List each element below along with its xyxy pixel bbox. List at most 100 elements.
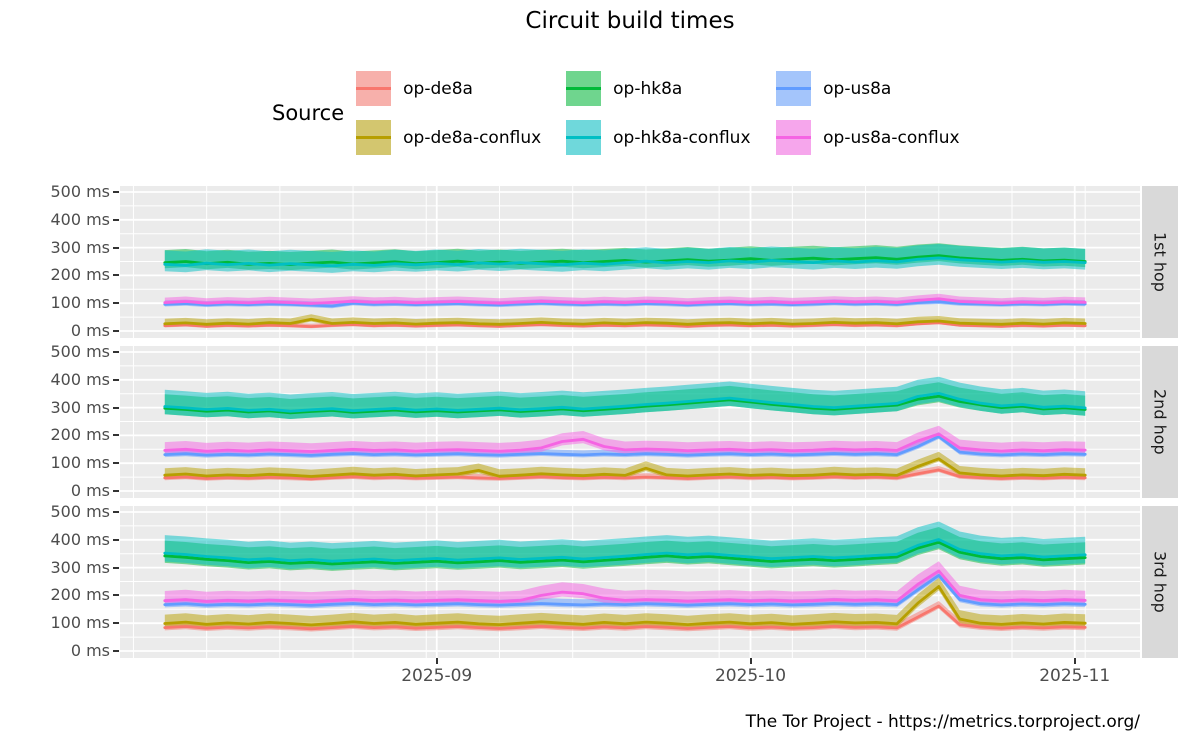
series-line-op-hk8a-conflux: [163, 538, 1087, 563]
y-tick-mark: [113, 566, 119, 569]
y-tick-mark: [113, 434, 119, 437]
legend-key-op-us8a: [776, 71, 812, 106]
y-tick-label: 200 ms: [50, 425, 110, 445]
y-tick-mark: [113, 274, 119, 277]
panel-canvas: [120, 506, 1140, 658]
panel-2nd-hop: [120, 346, 1140, 498]
y-tick-label: 300 ms: [50, 237, 110, 257]
panel-canvas: [120, 186, 1140, 338]
y-tick-label: 100 ms: [50, 613, 110, 633]
y-tick-mark: [113, 594, 119, 597]
footer-text: The Tor Project - https://metrics.torpro…: [745, 712, 1140, 732]
y-tick-label: 500 ms: [50, 342, 110, 361]
y-tick-label: 200 ms: [50, 265, 110, 285]
series-line-op-hk8a-conflux: [163, 256, 1087, 268]
legend-label: op-us8a: [823, 78, 892, 99]
y-tick-label: 400 ms: [50, 209, 110, 229]
y-tick-mark: [113, 191, 119, 193]
legend-entry: op-hk8a: [566, 71, 762, 106]
chart-title: Circuit build times: [525, 8, 735, 34]
y-tick-mark: [113, 330, 119, 332]
legend-entry: op-de8a: [356, 71, 552, 106]
facet-strip-label: 3rd hop: [1150, 551, 1170, 613]
legend: Source op-de8a op-de8a-conflux op-hk8a op-h…: [272, 71, 972, 155]
y-tick-mark: [113, 406, 119, 409]
x-tick-mark: [749, 658, 752, 664]
series-line-op-de8a-conflux: [163, 317, 1087, 326]
legend-line-swatch: [776, 87, 812, 90]
series-line-op-us8a: [163, 300, 1087, 308]
panel-3rd-hop: [120, 506, 1140, 658]
x-tick-label: 2025-09: [401, 666, 473, 686]
legend-label: op-hk8a: [613, 78, 683, 99]
facet-strip-label: 2nd hop: [1150, 389, 1170, 455]
y-tick-label: 100 ms: [50, 293, 110, 313]
x-tick-label: 2025-10: [714, 666, 787, 686]
y-tick-mark: [113, 302, 119, 305]
legend-entry: op-us8a: [776, 71, 972, 106]
y-tick-mark: [113, 511, 119, 513]
legend-key-op-de8a: [356, 71, 392, 106]
legend-line-swatch: [356, 136, 392, 139]
y-tick-mark: [113, 650, 119, 652]
legend-line-swatch: [776, 136, 812, 139]
y-tick-mark: [113, 622, 119, 625]
series-line-op-hk8a: [163, 394, 1087, 415]
y-tick-mark: [113, 462, 119, 465]
series-line-op-us8a: [163, 435, 1087, 457]
y-tick-mark: [113, 246, 119, 249]
series-line-op-hk8a: [163, 254, 1087, 266]
legend-key-op-hk8a: [566, 71, 602, 106]
series-ribbon-op-us8a-conflux: [164, 561, 1086, 607]
y-tick-label: 500 ms: [50, 182, 110, 201]
y-tick-mark: [113, 490, 119, 492]
legend-label: op-hk8a-conflux: [613, 127, 751, 148]
series-line-op-hk8a-conflux: [163, 392, 1087, 413]
y-tick-label: 400 ms: [50, 529, 110, 549]
series-ribbon-op-us8a-conflux: [164, 425, 1086, 456]
legend-line-swatch: [356, 87, 392, 90]
legend-label: op-de8a: [403, 78, 473, 99]
series-ribbon-op-de8a-conflux: [164, 577, 1086, 629]
series-ribbon-op-hk8a-conflux: [164, 244, 1086, 273]
series-line-op-de8a: [163, 468, 1087, 481]
facet-strip-3rd-hop: 3rd hop: [1142, 506, 1178, 658]
x-tick-label: 2025-11: [1039, 666, 1111, 686]
legend-column: op-us8a op-us8a-conflux: [776, 71, 972, 155]
series-ribbon-op-de8a-conflux: [164, 451, 1086, 480]
y-tick-mark: [113, 218, 119, 221]
legend-column: op-hk8a op-hk8a-conflux: [566, 71, 762, 155]
series-line-op-us8a-conflux: [163, 432, 1087, 453]
y-tick-label: 100 ms: [50, 453, 110, 473]
series-line-op-us8a: [163, 574, 1087, 607]
legend-label: op-us8a-conflux: [823, 127, 960, 148]
y-tick-label: 300 ms: [50, 557, 110, 577]
legend-entry: op-de8a-conflux: [356, 120, 552, 155]
legend-entry: op-hk8a-conflux: [566, 120, 762, 155]
series-line-op-de8a-conflux: [163, 457, 1087, 478]
y-tick-label: 400 ms: [50, 369, 110, 389]
panel-1st-hop: [120, 186, 1140, 338]
legend-entries: op-de8a op-de8a-conflux op-hk8a op-hk8a-con…: [356, 71, 972, 155]
y-tick-mark: [113, 378, 119, 381]
y-tick-label: 0 ms: [70, 641, 110, 660]
legend-line-swatch: [566, 136, 602, 139]
x-tick-mark: [435, 658, 438, 664]
y-tick-mark: [113, 538, 119, 541]
series-line-op-de8a-conflux: [163, 585, 1087, 627]
facet-strip-2nd-hop: 2nd hop: [1142, 346, 1178, 498]
facet-strip-label: 1st hop: [1150, 232, 1170, 292]
series-line-op-us8a-conflux: [163, 569, 1087, 604]
series-line-op-de8a: [163, 321, 1087, 329]
y-tick-label: 300 ms: [50, 397, 110, 417]
x-tick-mark: [1073, 658, 1076, 664]
y-tick-mark: [113, 351, 119, 353]
legend-key-op-de8a-conflux: [356, 120, 392, 155]
legend-key-op-hk8a-conflux: [566, 120, 602, 155]
series-line-op-hk8a: [163, 540, 1087, 566]
legend-entry: op-us8a-conflux: [776, 120, 972, 155]
panel-canvas: [120, 346, 1140, 498]
legend-column: op-de8a op-de8a-conflux: [356, 71, 552, 155]
legend-line-swatch: [566, 87, 602, 90]
